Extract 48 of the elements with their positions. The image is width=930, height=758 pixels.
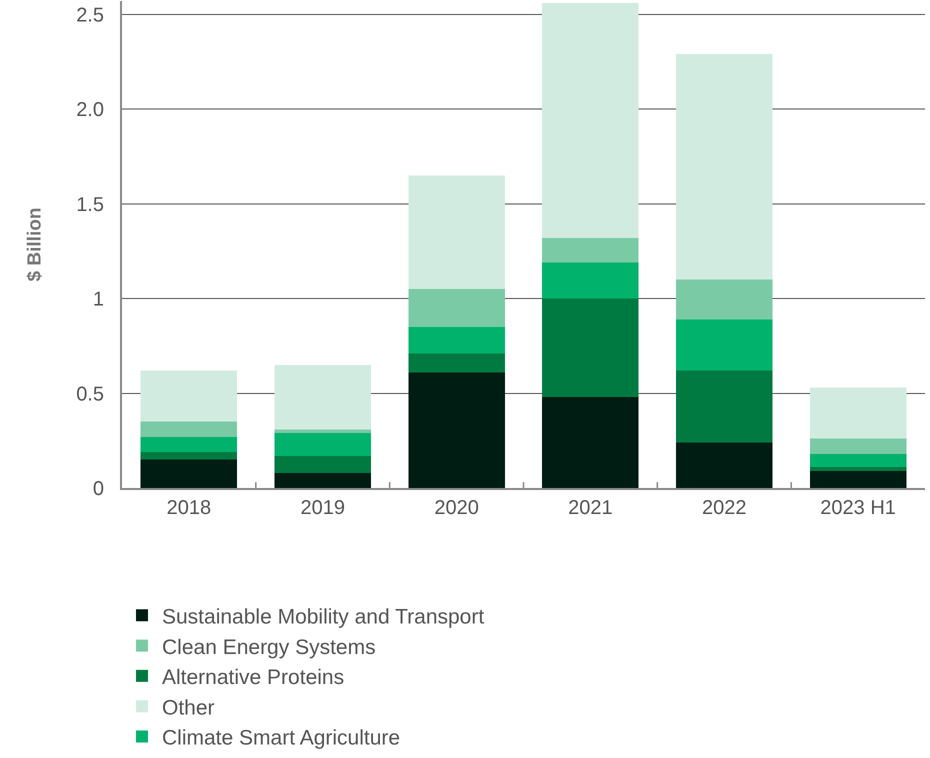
y-tick-label: 0 <box>92 478 104 500</box>
bar <box>810 438 906 454</box>
y-tick-label: 1 <box>92 288 104 311</box>
bar <box>542 238 639 262</box>
bar <box>676 280 772 320</box>
x-tick-label: 2018 <box>166 497 212 519</box>
bar <box>676 370 772 443</box>
y-tick-label: 2.0 <box>76 99 104 122</box>
y-tick-label: 0.5 <box>76 383 104 406</box>
bar <box>408 326 505 354</box>
legend-label: Alternative Proteins <box>162 666 344 690</box>
bar <box>140 460 238 488</box>
x-tick-label: 2023 H1 <box>820 497 896 519</box>
bar <box>810 388 906 439</box>
bar <box>140 452 238 460</box>
bar <box>140 422 238 437</box>
bar <box>274 472 371 488</box>
bar <box>542 298 639 398</box>
bar <box>140 370 238 422</box>
bar <box>542 262 639 299</box>
x-tick-label: 2019 <box>300 497 345 519</box>
y-tick-label: 2.5 <box>76 4 104 26</box>
bar <box>274 456 371 473</box>
bar <box>810 467 906 471</box>
bar <box>408 353 505 372</box>
x-tick-label: 2021 <box>568 497 613 519</box>
bar <box>676 319 772 371</box>
bar <box>408 372 505 488</box>
legend-label: Climate Smart Agriculture <box>162 726 400 750</box>
bar <box>542 2 639 238</box>
bar <box>274 429 371 434</box>
y-tick-label: 1.5 <box>76 194 104 216</box>
bar <box>676 54 772 280</box>
x-tick-label: 2022 <box>702 497 746 519</box>
bar <box>810 454 906 468</box>
legend-label: Other <box>162 696 215 720</box>
bar <box>810 470 906 488</box>
bar <box>140 436 238 452</box>
legend-label: Clean Energy Systems <box>162 636 376 659</box>
bar <box>274 433 371 456</box>
x-tick-label: 2020 <box>434 497 479 519</box>
bar <box>408 175 505 290</box>
legend-label: Sustainable Mobility and Transport <box>162 605 484 628</box>
bar <box>408 289 505 327</box>
bar <box>542 397 639 488</box>
bar <box>676 442 772 488</box>
bar <box>274 364 371 430</box>
y-axis-title: $ Billion <box>24 208 46 282</box>
